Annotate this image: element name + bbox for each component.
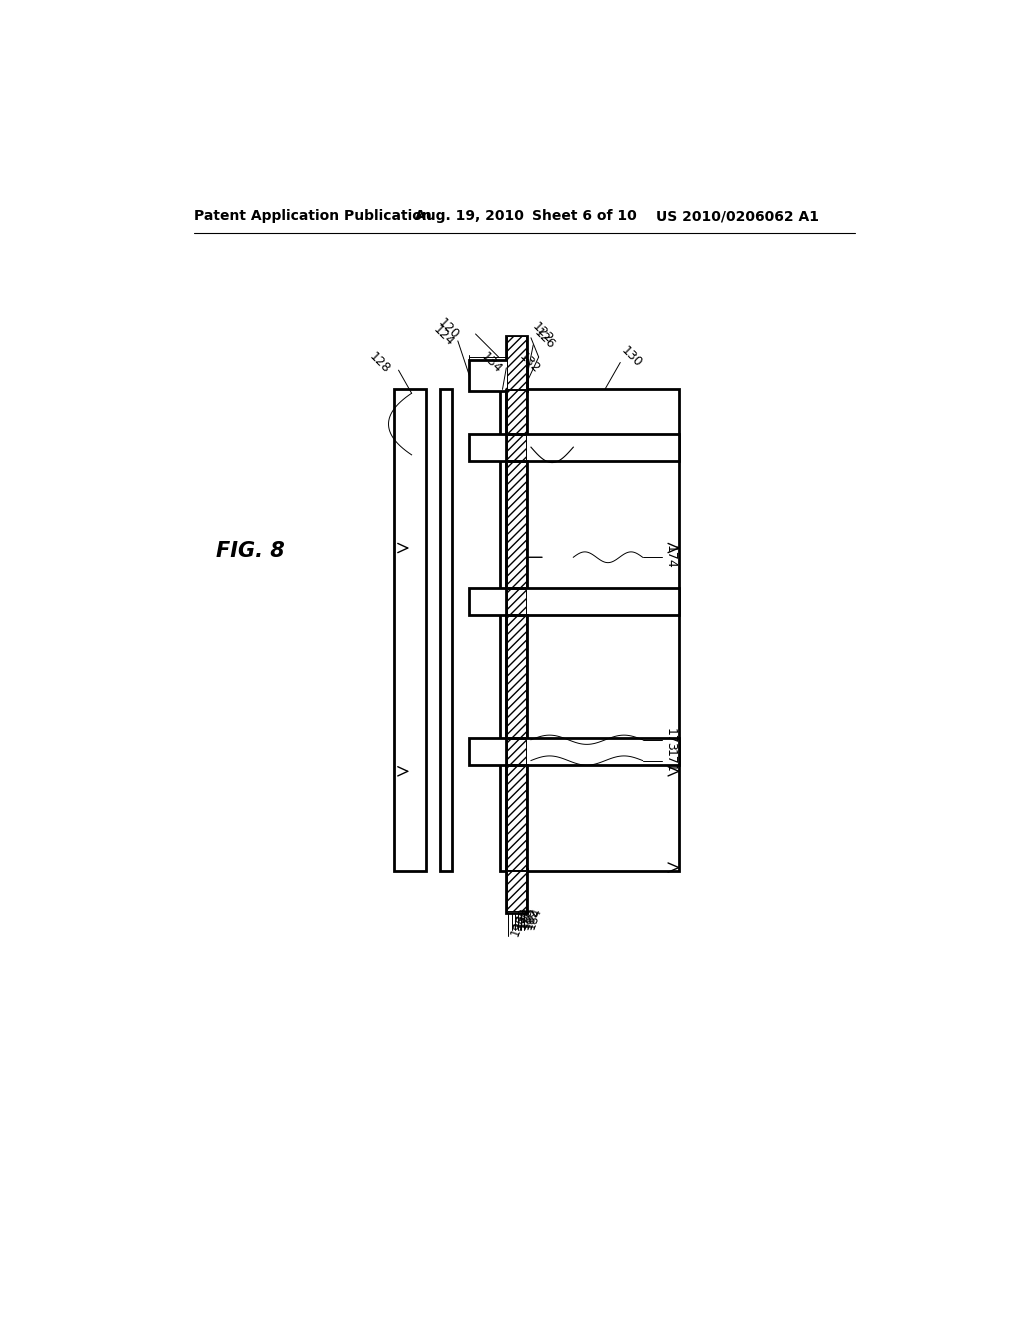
Text: 120: 120	[435, 317, 462, 342]
Bar	[469, 360, 527, 391]
Text: US 2010/0206062 A1: US 2010/0206062 A1	[656, 209, 819, 223]
Bar	[507, 391, 526, 433]
Text: 132: 132	[516, 350, 543, 375]
Bar	[440, 389, 452, 871]
Bar	[394, 389, 426, 871]
Bar	[506, 389, 527, 434]
Bar	[507, 739, 526, 764]
Text: 171: 171	[664, 748, 677, 772]
Text: 184: 184	[524, 906, 544, 932]
Text: Sheet 6 of 10: Sheet 6 of 10	[532, 209, 637, 223]
Bar	[469, 738, 679, 766]
Bar	[507, 462, 526, 587]
Text: 180: 180	[518, 906, 538, 932]
Text: FIG. 8: FIG. 8	[215, 541, 285, 561]
Text: 182: 182	[521, 906, 541, 932]
Bar	[507, 615, 526, 738]
Bar	[506, 766, 527, 871]
Bar	[469, 589, 679, 615]
Text: 122: 122	[529, 319, 555, 346]
Bar	[506, 615, 527, 738]
Bar	[506, 335, 527, 391]
Text: 126: 126	[531, 326, 558, 352]
Text: 178: 178	[515, 906, 535, 932]
Bar	[507, 766, 526, 870]
Text: 170: 170	[512, 906, 531, 932]
Text: 173: 173	[664, 727, 677, 751]
Text: Aug. 19, 2010: Aug. 19, 2010	[416, 209, 524, 223]
Bar	[507, 337, 526, 388]
Bar	[500, 389, 679, 871]
Text: 190: 190	[508, 912, 527, 937]
Text: 124: 124	[430, 322, 457, 348]
Text: 128: 128	[367, 350, 392, 375]
Text: 134: 134	[479, 350, 505, 375]
Bar	[506, 869, 527, 913]
Bar	[506, 461, 527, 589]
Text: 174: 174	[664, 545, 677, 569]
Bar	[507, 871, 526, 911]
Text: Patent Application Publication: Patent Application Publication	[195, 209, 432, 223]
Bar	[507, 589, 526, 614]
Bar	[507, 434, 526, 461]
Bar	[469, 434, 679, 461]
Text: 130: 130	[618, 345, 645, 370]
